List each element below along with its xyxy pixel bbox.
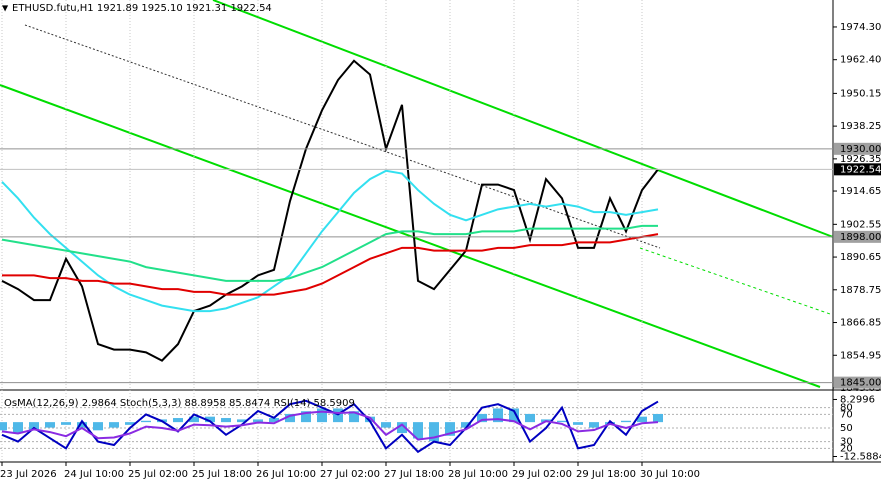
osma-bar: [413, 422, 423, 439]
price-label-box: [834, 163, 881, 176]
osma-bar: [637, 416, 647, 423]
osma-bar: [349, 411, 359, 423]
osma-bar: [237, 419, 247, 423]
trend-line: [24, 24, 661, 249]
channel-upper: [212, 0, 834, 238]
x-tick-label: 25 Jul 18:00: [192, 469, 252, 480]
level-label-box: [834, 376, 881, 389]
y-tick-label: 30: [840, 437, 853, 448]
x-tick-label: 27 Jul 18:00: [384, 469, 444, 480]
osma-bar: [573, 422, 583, 425]
y-tick-label: 1962.40: [840, 55, 881, 66]
y-tick-label: 80: [840, 403, 853, 414]
osma-bar: [189, 416, 199, 423]
osma-bar: [45, 422, 55, 428]
osma-bar: [285, 413, 295, 423]
level-label: 1930.00: [840, 144, 881, 155]
osma-bar: [93, 422, 103, 431]
osma-bar: [445, 422, 455, 436]
y-tick-label: 1974.30: [840, 22, 881, 33]
x-tick-label: 23 Jul 2026: [0, 469, 57, 480]
osma-bar: [173, 418, 183, 423]
osma-bar: [557, 420, 567, 423]
chart-title: ETHUSD.futu,H1 1921.89 1925.10 1921.31 1…: [12, 3, 272, 14]
price-label: 1922.54: [840, 164, 881, 175]
channel-lower: [0, 84, 821, 388]
osma-bar: [317, 408, 327, 423]
y-tick-label: 1914.65: [840, 186, 881, 197]
osma-bar: [429, 422, 439, 442]
osma-bar: [493, 408, 503, 423]
x-tick-label: 29 Jul 18:00: [576, 469, 636, 480]
y-tick-label: 70: [840, 409, 853, 420]
osma-bar: [0, 422, 7, 431]
x-tick-label: 25 Jul 02:00: [128, 469, 188, 480]
level-label-box: [834, 142, 881, 155]
y2-tick-label: 8.2996: [840, 394, 875, 405]
y-tick-label: 1902.55: [840, 219, 881, 230]
menu-arrow: ▼: [2, 4, 9, 13]
osma-bar: [381, 422, 391, 428]
level-label: 1845.00: [840, 378, 881, 389]
osma-bar: [365, 416, 375, 423]
x-tick-label: 26 Jul 10:00: [256, 469, 316, 480]
series-line: [2, 233, 659, 296]
osma-bar: [589, 422, 599, 428]
level-label: 1898.00: [840, 232, 881, 243]
osma-bar: [397, 422, 407, 434]
y-tick-label: 1938.25: [840, 121, 881, 132]
osma-bar: [621, 420, 631, 423]
y-tick-label: 1950.15: [840, 88, 881, 99]
y-tick-label: 1890.65: [840, 252, 881, 263]
series-line: [1, 399, 659, 454]
series-line: [1, 59, 659, 362]
series-line: [1, 224, 658, 282]
y-tick-label: 1866.85: [840, 318, 881, 329]
x-tick-label: 24 Jul 10:00: [64, 469, 124, 480]
osma-bar: [61, 422, 71, 425]
series-line: [1, 169, 659, 313]
osma-bar: [109, 422, 119, 428]
osma-bar: [525, 413, 535, 423]
channel-extension: [639, 247, 834, 316]
y-tick-label: 1878.75: [840, 285, 881, 296]
x-tick-label: 29 Jul 02:00: [512, 469, 572, 480]
osma-bar: [221, 418, 231, 423]
osma-bar: [269, 418, 279, 423]
osma-bar: [29, 422, 39, 431]
osma-bar: [461, 422, 471, 428]
level-label-box: [834, 230, 881, 243]
osma-bar: [301, 411, 311, 423]
y-tick-label: 50: [840, 423, 853, 434]
x-tick-label: 30 Jul 10:00: [640, 469, 700, 480]
indicator-title: OsMA(12,26,9) 2.9864 Stoch(5,3,3) 88.895…: [4, 398, 355, 409]
y-tick-label: 1854.95: [840, 350, 881, 361]
osma-bar: [477, 413, 487, 423]
y2-tick-label: -12.5884: [840, 452, 881, 463]
y-tick-label: 20: [840, 443, 853, 454]
osma-bar: [141, 420, 151, 423]
osma-bar: [509, 408, 519, 423]
osma-bar: [653, 413, 663, 423]
osma-bar: [253, 419, 263, 423]
y-tick-label: 1926.35: [840, 154, 881, 165]
x-tick-label: 27 Jul 02:00: [320, 469, 380, 480]
osma-bar: [205, 416, 215, 423]
x-tick-label: 28 Jul 10:00: [448, 469, 508, 480]
osma-bar: [77, 422, 87, 428]
osma-bar: [13, 422, 23, 434]
series-line: [1, 410, 659, 441]
osma-bar: [125, 422, 135, 425]
